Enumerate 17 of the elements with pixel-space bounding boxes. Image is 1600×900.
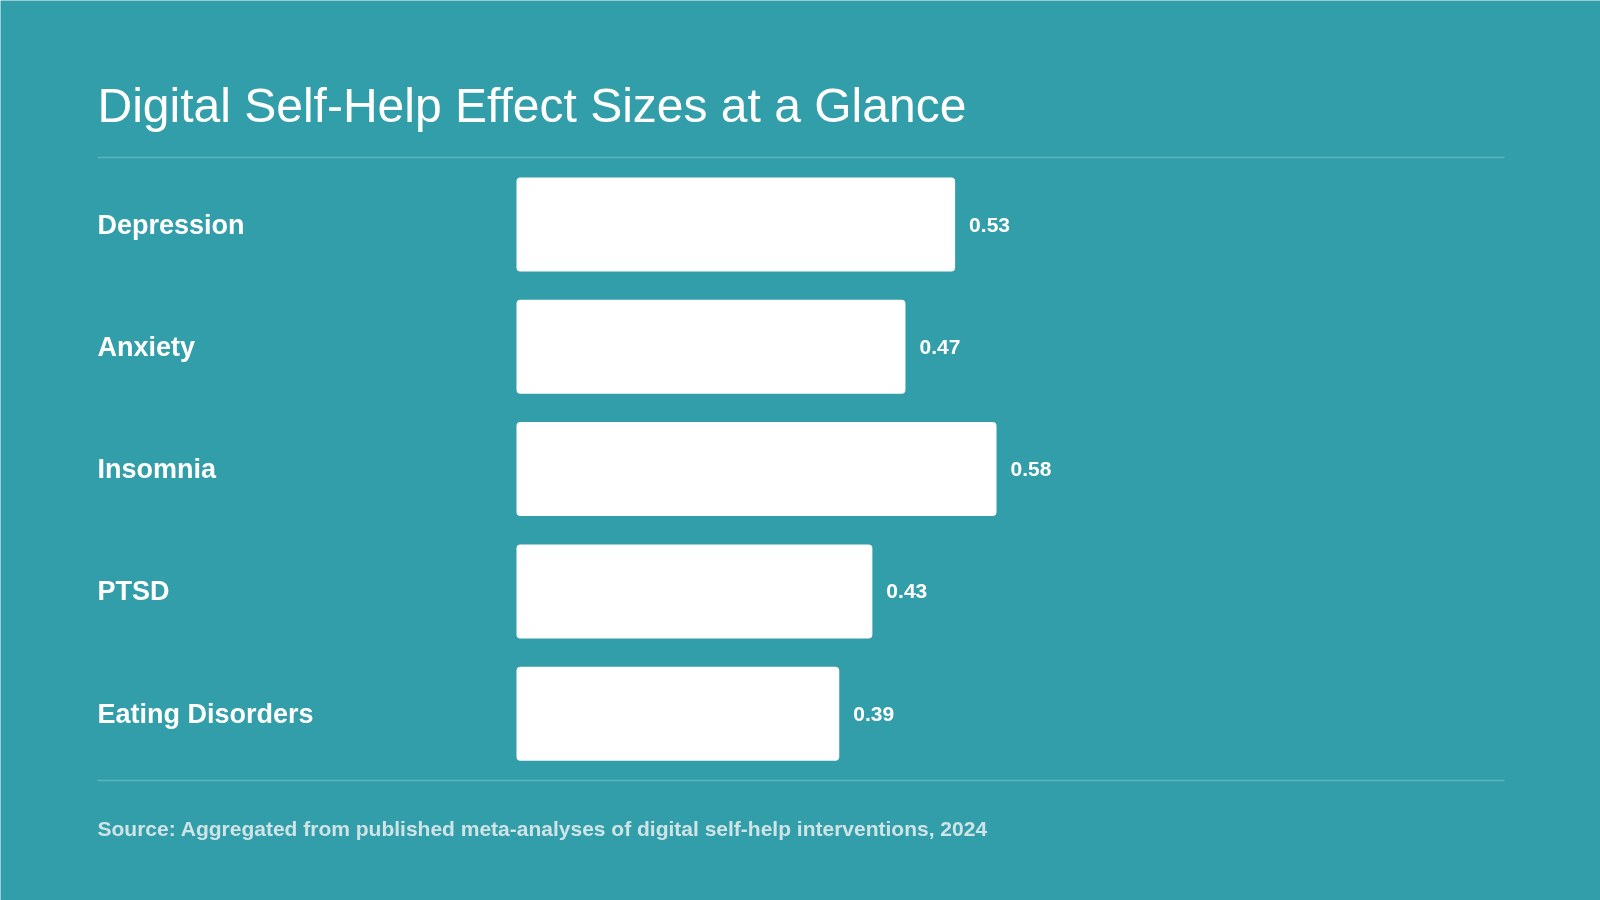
- y-tick-label: Insomnia: [97, 454, 217, 485]
- bar: [516, 666, 840, 761]
- y-tick-label: Depression: [97, 209, 245, 240]
- chart-title: Digital Self-Help Effect Sizes at a Glance: [97, 79, 967, 132]
- data-label: 0.53: [969, 212, 1010, 236]
- bar: [516, 299, 906, 394]
- bar: [516, 544, 873, 639]
- bar: [516, 177, 956, 272]
- bar: [516, 422, 997, 517]
- data-label: 0.43: [886, 579, 928, 603]
- data-label: 0.47: [919, 334, 961, 358]
- y-tick-label: Anxiety: [97, 331, 196, 362]
- y-tick-label: Eating Disorders: [97, 698, 314, 729]
- data-label: 0.39: [853, 701, 895, 725]
- source-note: Source: Aggregated from published meta-analyses of digital self-help interventions, 2024: [97, 817, 988, 840]
- y-tick-label: PTSD: [97, 576, 170, 607]
- data-label: 0.58: [1010, 457, 1052, 481]
